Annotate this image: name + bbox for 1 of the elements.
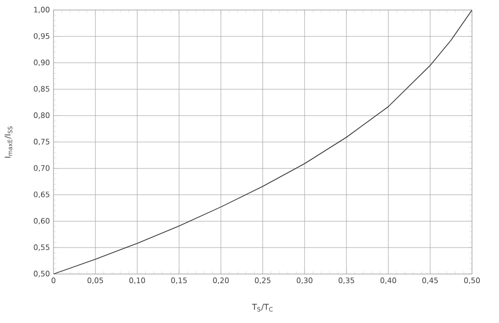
line-series (54, 10, 472, 274)
